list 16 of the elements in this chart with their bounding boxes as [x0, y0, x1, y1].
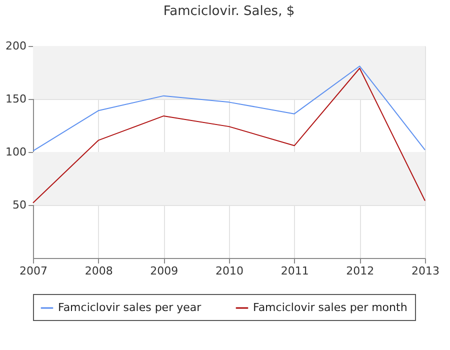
- x-tick-label: 2007: [20, 264, 48, 278]
- legend-label: Famciclovir sales per year: [58, 301, 202, 314]
- x-tick-label: 2011: [280, 264, 309, 278]
- x-tick-label: 2012: [346, 264, 374, 278]
- chart-title: Famciclovir. Sales, $: [163, 4, 295, 19]
- x-tick-label: 2013: [412, 264, 440, 278]
- x-tick-label: 2008: [84, 264, 113, 278]
- x-tick-label: 2010: [216, 264, 244, 278]
- line-series: [32, 68, 426, 204]
- y-tick-label: 50: [12, 198, 26, 212]
- line-series: [32, 66, 426, 152]
- x-tick-label: 2009: [150, 264, 178, 278]
- legend-label: Famciclovir sales per month: [253, 301, 408, 314]
- y-tick-label: 200: [6, 40, 26, 52]
- y-tick-label: 100: [6, 146, 26, 158]
- y-tick-label: 150: [6, 92, 26, 106]
